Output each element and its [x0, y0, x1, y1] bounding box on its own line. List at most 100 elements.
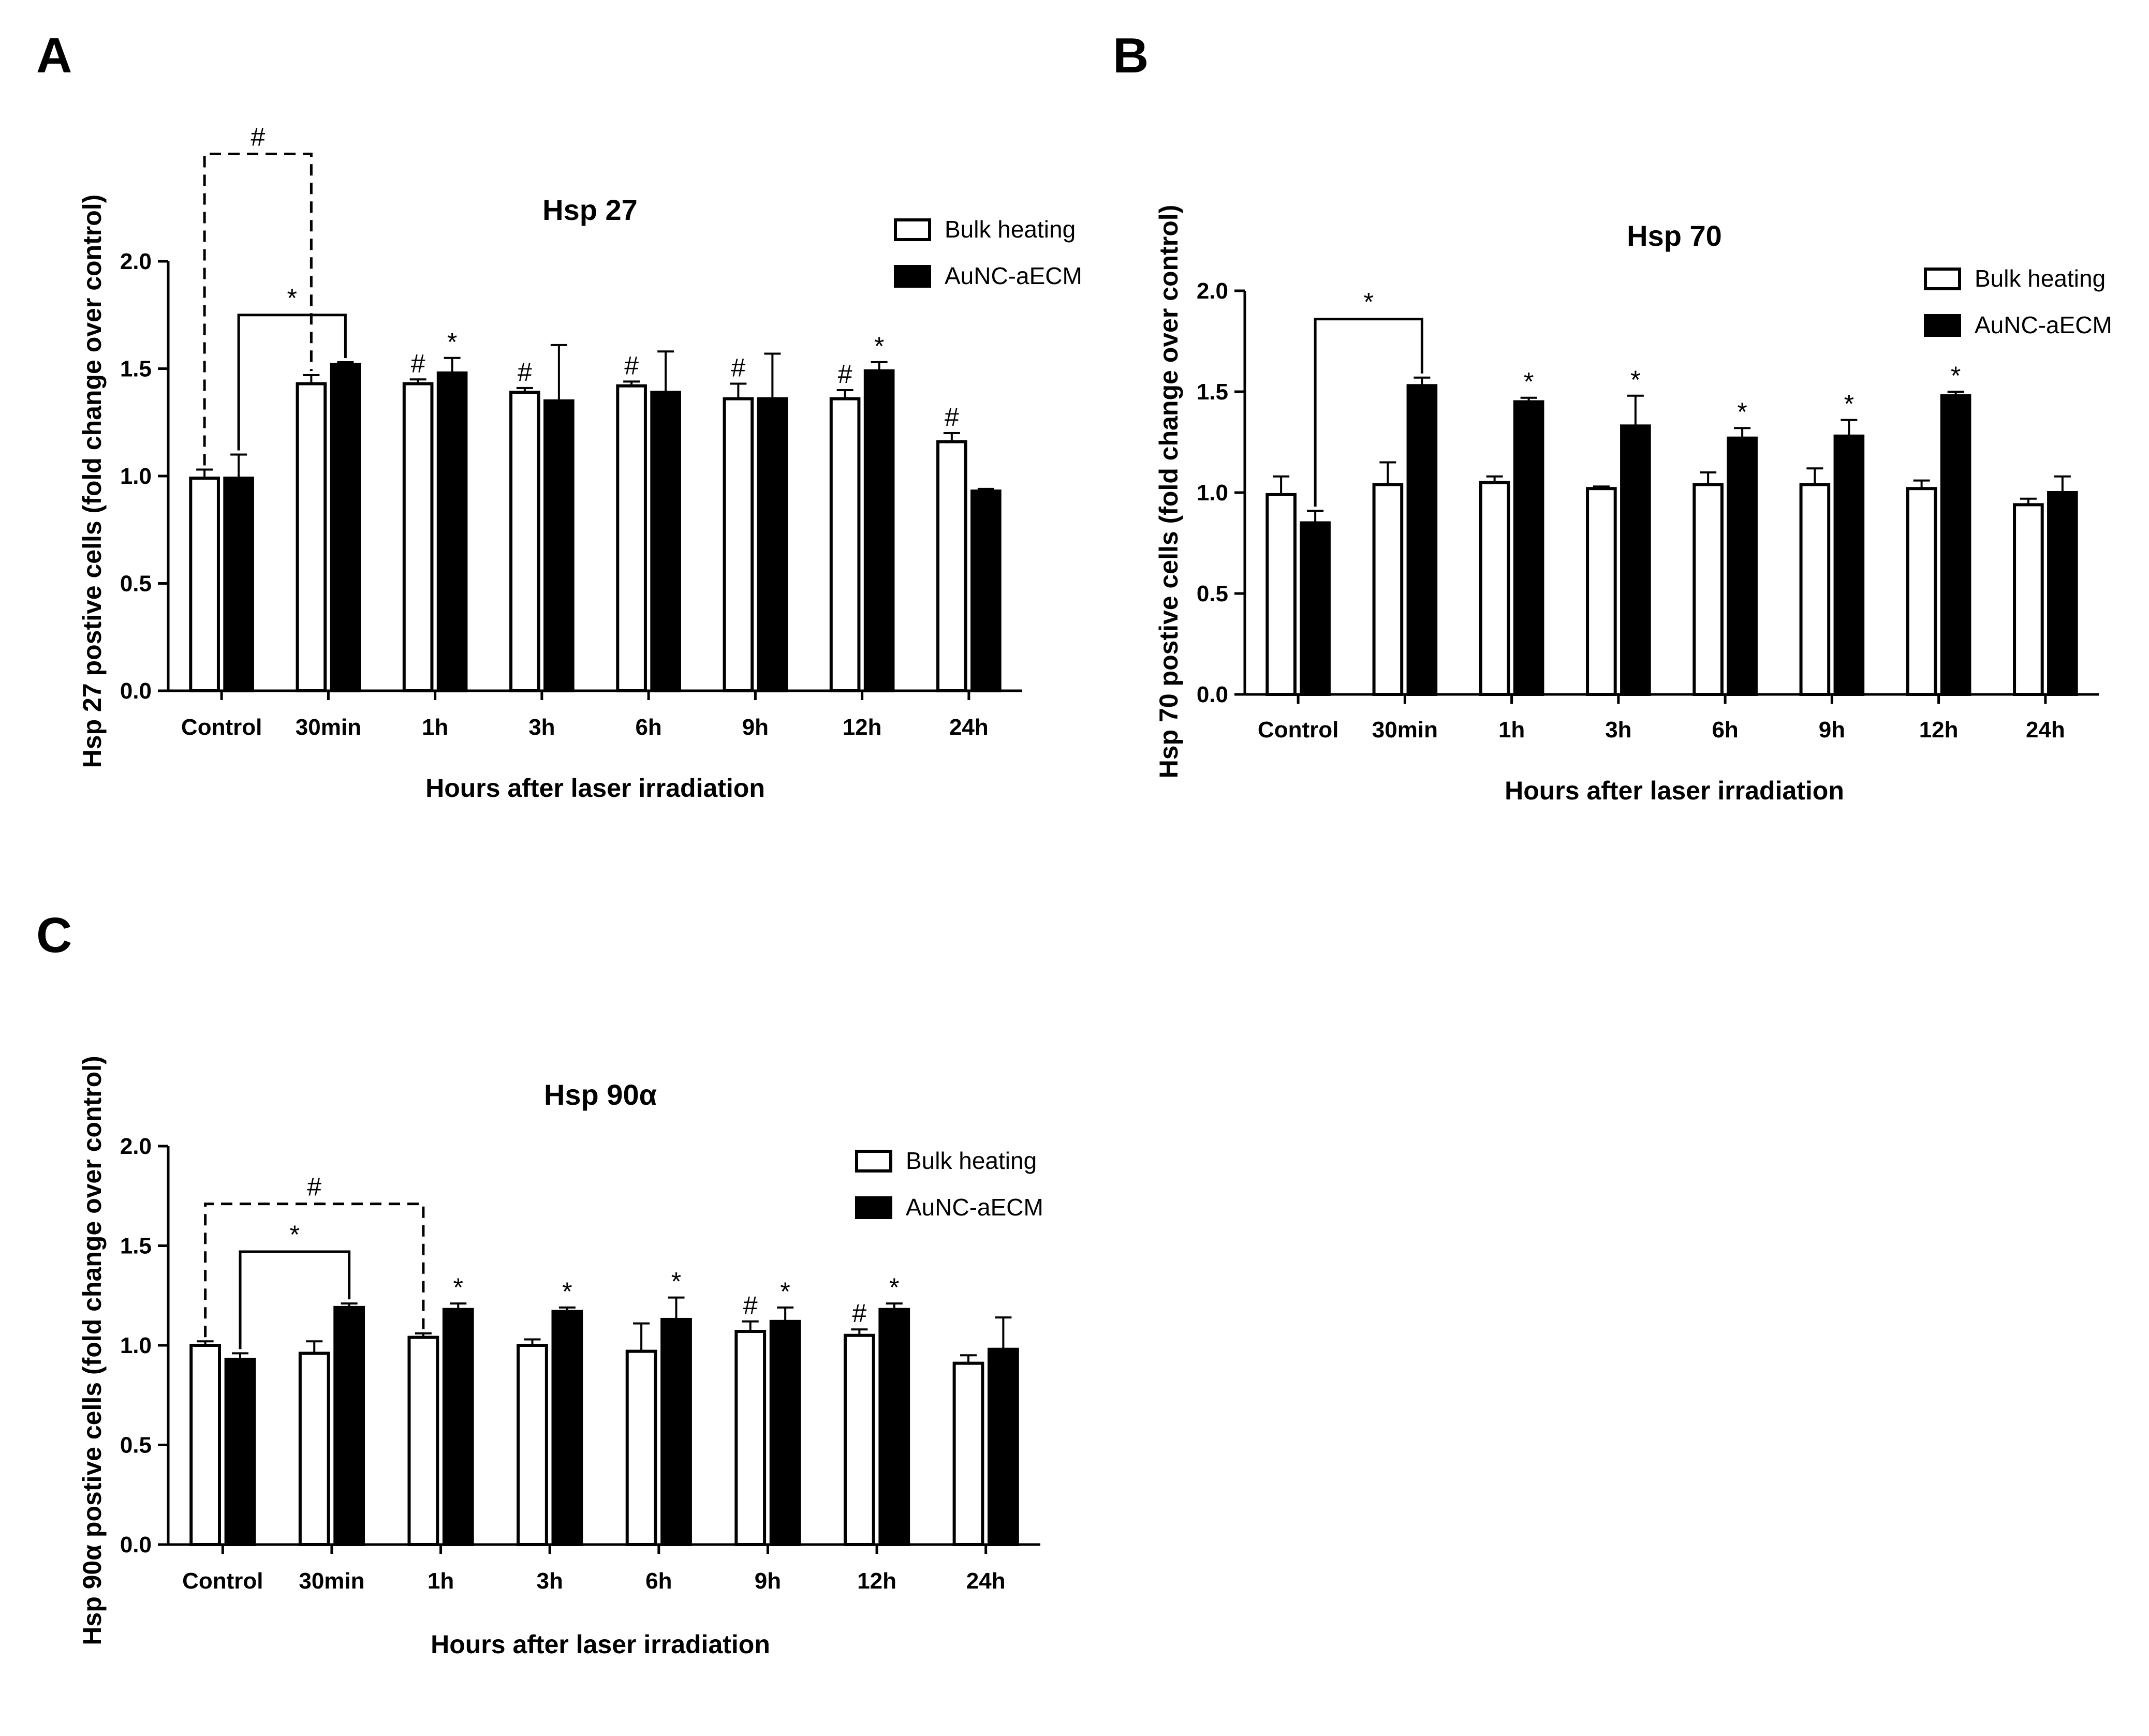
bracket-label: *: [290, 1220, 300, 1249]
y-tick-label: 0.0: [1197, 682, 1228, 707]
legend-swatch-aunc-aecm: [894, 265, 931, 288]
significance-mark: *: [562, 1277, 572, 1306]
bar-aunc-aecm: [551, 1310, 583, 1547]
legend-label: Bulk heating: [945, 216, 1076, 243]
bar-aunc-aecm: [878, 1308, 910, 1546]
bar-aunc-aecm: [1300, 521, 1331, 696]
x-tick-label: 12h: [1919, 717, 1959, 743]
bracket-label: #: [307, 1173, 321, 1201]
bar-aunc-aecm: [543, 399, 575, 692]
bar-bulk-heating: [616, 384, 647, 692]
chart-panel-b: B Hsp 70 0.0 0.5 1.0 1.5 2.0 Control 30min 1h 3h 6h…: [1113, 28, 2112, 805]
legend-label: AuNC-aECM: [906, 1194, 1043, 1221]
y-tick-label: 0.5: [1197, 581, 1228, 606]
bar-bulk-heating: [1479, 481, 1510, 696]
bar-bulk-heating: [298, 1352, 330, 1546]
chart-title: Hsp 27: [542, 194, 638, 226]
chart-title: Hsp 90α: [544, 1078, 657, 1111]
x-tick-label: Control: [181, 715, 262, 740]
bar-aunc-aecm: [757, 397, 788, 692]
panel-label: A: [36, 28, 72, 83]
significance-mark: #: [624, 351, 639, 380]
bar-bulk-heating: [407, 1336, 439, 1547]
x-tick-label: 9h: [742, 715, 769, 740]
bar-aunc-aecm: [1513, 400, 1544, 696]
x-tick-label: 30min: [296, 715, 361, 740]
x-tick-label: 3h: [537, 1568, 563, 1594]
bar-bulk-heating: [829, 397, 861, 692]
bar-bulk-heating: [936, 440, 967, 692]
bar-aunc-aecm: [1833, 434, 1865, 696]
bar-bulk-heating: [952, 1361, 984, 1546]
significance-mark: #: [852, 1299, 866, 1328]
y-tick-label: 1.0: [120, 1333, 152, 1358]
y-tick-label: 2.0: [120, 249, 152, 274]
bar-aunc-aecm: [333, 1305, 365, 1547]
x-tick-label: 9h: [755, 1568, 781, 1594]
significance-mark: *: [453, 1273, 463, 1302]
significance-bracket: [203, 153, 313, 466]
y-tick-label: 1.5: [120, 1234, 152, 1259]
bar-aunc-aecm: [863, 369, 895, 692]
x-tick-label: Control: [182, 1568, 263, 1594]
bar-aunc-aecm: [1406, 384, 1438, 696]
legend-label: Bulk heating: [906, 1147, 1037, 1174]
x-tick-label: 24h: [949, 715, 989, 740]
x-tick-label: 6h: [645, 1568, 672, 1594]
bar-bulk-heating: [625, 1349, 657, 1547]
panel-label: B: [1113, 28, 1149, 83]
y-tick-label: 1.5: [1197, 379, 1228, 405]
significance-mark: *: [1737, 397, 1747, 426]
legend-label: Bulk heating: [1975, 265, 2106, 292]
x-tick-label: 3h: [528, 715, 555, 740]
bar-bulk-heating: [734, 1330, 767, 1547]
bracket-label: *: [287, 284, 297, 313]
y-tick-label: 0.5: [120, 1433, 152, 1458]
bar-aunc-aecm: [2047, 491, 2078, 696]
significance-mark: *: [1524, 367, 1534, 396]
y-tick-label: 1.0: [1197, 480, 1228, 506]
y-tick-label: 0.5: [120, 571, 152, 597]
bar-bulk-heating: [723, 397, 754, 692]
bar-aunc-aecm: [436, 371, 468, 692]
significance-mark: *: [671, 1267, 681, 1296]
x-tick-label: 24h: [2026, 717, 2065, 743]
bar-aunc-aecm: [223, 477, 254, 693]
bar-aunc-aecm: [1620, 424, 1651, 696]
legend: Bulk heating AuNC-aECM: [855, 1147, 1043, 1221]
legend-swatch-bulk-heating: [855, 1150, 892, 1173]
x-axis-title: Hours after laser irradiation: [425, 774, 765, 803]
bar-aunc-aecm: [769, 1319, 801, 1547]
bar-bulk-heating: [1586, 487, 1617, 696]
bar-bulk-heating: [1692, 483, 1724, 696]
x-tick-label: 30min: [1372, 717, 1438, 743]
chart-panel-c: C Hsp 90α 0.0 0.5 1.0 1.5 2.0 Control 30min 1h 3h 6…: [36, 908, 1043, 1659]
bar-aunc-aecm: [442, 1308, 474, 1546]
significance-mark: #: [411, 349, 425, 378]
significance-bracket: [239, 1250, 351, 1349]
y-tick-label: 1.0: [120, 464, 152, 489]
legend-label: AuNC-aECM: [945, 262, 1082, 289]
legend-swatch-bulk-heating: [894, 218, 931, 241]
y-axis-title: Hsp 70 postive cells (fold change over c…: [1154, 205, 1183, 779]
bar-bulk-heating: [2013, 503, 2044, 696]
significance-bracket: [1314, 318, 1423, 507]
x-tick-label: 9h: [1819, 717, 1845, 743]
significance-mark: *: [1844, 390, 1854, 419]
bar-bulk-heating: [843, 1333, 875, 1546]
legend: Bulk heating AuNC-aECM: [894, 216, 1082, 289]
legend-label: AuNC-aECM: [1975, 311, 2112, 338]
significance-mark: #: [731, 353, 745, 382]
bar-bulk-heating: [1799, 483, 1831, 696]
significance-mark: *: [874, 332, 884, 361]
significance-mark: *: [780, 1277, 790, 1306]
bar-bulk-heating: [189, 477, 220, 693]
x-tick-label: 6h: [635, 715, 661, 740]
bar-aunc-aecm: [224, 1357, 256, 1546]
significance-mark: *: [1630, 365, 1640, 394]
x-tick-label: 6h: [1712, 717, 1738, 743]
bar-aunc-aecm: [660, 1317, 692, 1546]
bar-aunc-aecm: [970, 489, 1002, 692]
bar-aunc-aecm: [1727, 436, 1758, 696]
